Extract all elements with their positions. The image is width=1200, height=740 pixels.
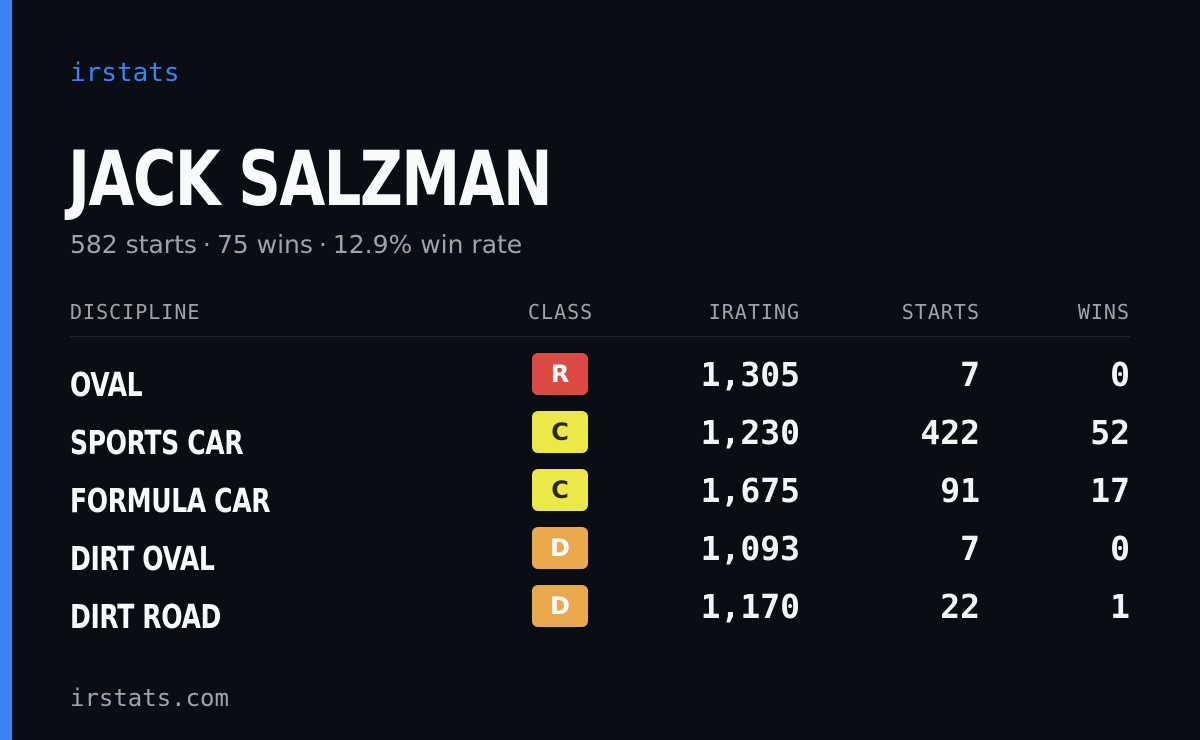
header-discipline: DISCIPLINE	[70, 300, 201, 324]
irating-value: 1,093	[700, 529, 800, 568]
header-class: CLASS	[528, 300, 594, 324]
class-badge: C	[532, 411, 588, 453]
class-badge: R	[532, 353, 588, 395]
discipline-name: OVAL	[70, 365, 143, 404]
starts-value: 7	[960, 529, 980, 568]
table-body: OVAL R 1,305 7 0 SPORTS CAR C 1,230 422 …	[70, 353, 1130, 643]
irating-value: 1,230	[700, 413, 800, 452]
class-badge: D	[532, 585, 588, 627]
wins-value: 1	[1110, 587, 1130, 626]
class-badge: D	[532, 527, 588, 569]
accent-bar	[0, 0, 12, 740]
discipline-table: DISCIPLINE CLASS IRATING STARTS WINS OVA…	[70, 298, 1130, 643]
table-row: OVAL R 1,305 7 0	[70, 353, 1130, 411]
starts-value: 7	[960, 355, 980, 394]
class-badge: C	[532, 469, 588, 511]
header-wins: WINS	[1077, 300, 1130, 324]
wins-value: 17	[1090, 471, 1130, 510]
irating-value: 1,675	[700, 471, 800, 510]
discipline-name: FORMULA CAR	[70, 481, 271, 520]
summary-wins: 75 wins	[216, 230, 313, 259]
discipline-name: DIRT ROAD	[70, 597, 221, 636]
table-row: DIRT OVAL D 1,093 7 0	[70, 527, 1130, 585]
discipline-name: SPORTS CAR	[70, 423, 244, 462]
table-row: FORMULA CAR C 1,675 91 17	[70, 469, 1130, 527]
header-starts: STARTS	[901, 300, 980, 324]
summary-separator: ·	[318, 230, 327, 259]
driver-name: JACK SALZMAN	[68, 134, 553, 223]
irating-value: 1,170	[700, 587, 800, 626]
header-irating: IRATING	[708, 300, 800, 324]
table-header: DISCIPLINE CLASS IRATING STARTS WINS	[70, 298, 1130, 337]
table-row: SPORTS CAR C 1,230 422 52	[70, 411, 1130, 469]
irating-value: 1,305	[700, 355, 800, 394]
summary-win-rate: 12.9% win rate	[332, 230, 523, 259]
summary-separator: ·	[202, 230, 211, 259]
starts-value: 22	[940, 587, 980, 626]
starts-value: 422	[920, 413, 980, 452]
footer-url: irstats.com	[70, 684, 229, 712]
wins-value: 0	[1110, 355, 1130, 394]
brand-logo-text: irstats	[70, 58, 180, 88]
driver-summary: 582 starts · 75 wins · 12.9% win rate	[70, 228, 522, 262]
table-row: DIRT ROAD D 1,170 22 1	[70, 585, 1130, 643]
wins-value: 52	[1090, 413, 1130, 452]
wins-value: 0	[1110, 529, 1130, 568]
starts-value: 91	[940, 471, 980, 510]
discipline-name: DIRT OVAL	[70, 539, 215, 578]
summary-starts: 582 starts	[70, 230, 197, 259]
